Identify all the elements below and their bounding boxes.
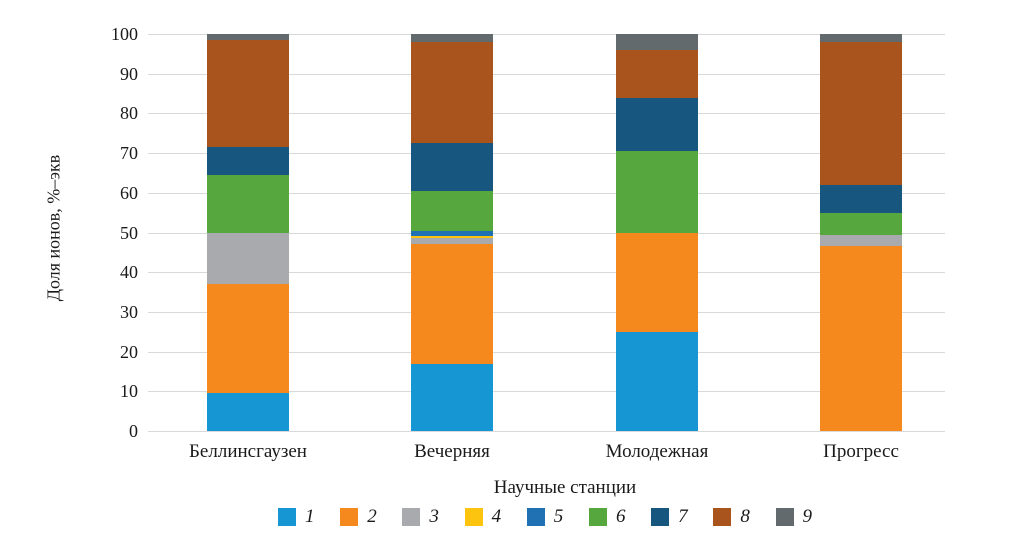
legend-label-6: 6 [615,506,626,527]
bars-layer [148,34,945,431]
y-tick-label-20: 20 [120,341,138,362]
bar-segment-series-7 [616,97,698,152]
bar-segment-series-2 [820,246,902,431]
legend-swatch-8 [713,508,732,526]
bar-segment-series-6 [616,151,698,233]
x-axis-title: Научные станции [493,477,637,498]
legend-item-4: 4 [464,506,502,528]
y-tick-label-100: 100 [111,24,138,44]
bar-Молодежная [616,34,698,431]
bar-segment-series-7 [207,147,289,175]
y-tick-label-0: 0 [129,421,138,441]
legend-label-8: 8 [740,506,750,527]
gridline-10 [148,391,945,393]
y-axis-tick-labels: 0 10 20 30 40 50 60 70 80 90 100 [0,25,138,440]
y-tick-label-90: 90 [120,63,138,84]
legend-swatch-2 [340,508,359,526]
x-category-label-Беллинсгаузен: Беллинсгаузен [189,441,307,462]
bar-segment-series-9 [411,34,493,42]
legend-label-9: 9 [802,506,813,527]
y-tick-label-60: 60 [120,182,138,203]
gridline-0 [148,431,945,432]
x-category-label-Прогресс: Прогресс [823,441,899,462]
bar-segment-series-1 [411,363,493,431]
bar-segment-series-8 [820,41,902,185]
bar-segment-series-6 [411,190,493,231]
y-tick-label-70: 70 [120,143,138,164]
legend-label-2: 2 [367,506,377,527]
bar-segment-series-7 [820,184,902,213]
bar-segment-series-3 [411,238,493,245]
bar-segment-series-5 [411,230,493,236]
legend-label-5: 5 [553,506,564,527]
legend-label-7: 7 [678,506,688,527]
bar-segment-series-6 [207,174,289,233]
legend: 1 2 3 4 5 6 7 8 9 [278,506,812,528]
legend-item-3: 3 [402,506,439,528]
bar-segment-series-9 [820,34,902,42]
bar-Беллинсгаузен [207,34,289,431]
bar-segment-series-8 [411,41,493,144]
legend-item-7: 7 [651,506,688,528]
y-tick-label-10: 10 [120,381,138,402]
y-tick-label-40: 40 [120,262,138,283]
gridline-30 [148,311,945,313]
legend-swatch-6 [588,508,607,526]
bar-segment-series-2 [616,232,698,332]
bar-Вечерняя [411,34,493,431]
bar-segment-series-3 [820,234,902,247]
y-tick-label-80: 80 [120,103,138,124]
legend-item-6: 6 [588,506,626,528]
y-tick-label-50: 50 [120,222,138,243]
bar-Прогресс [820,34,902,431]
legend-swatch-4 [464,508,483,526]
legend-item-1: 1 [278,506,315,528]
plot-area [148,34,945,432]
bar-segment-series-1 [207,393,289,431]
gridline-50 [148,232,945,234]
gridline-60 [148,192,945,194]
legend-item-9: 9 [775,506,813,528]
legend-swatch-7 [651,508,670,526]
legend-swatch-1 [278,508,296,526]
legend-item-2: 2 [340,506,377,528]
gridline-70 [148,153,945,155]
legend-swatch-5 [526,508,545,526]
legend-swatch-9 [775,508,794,526]
gridline-40 [148,272,945,274]
bar-segment-series-8 [207,39,289,148]
legend-item-8: 8 [713,506,750,528]
x-axis-category-labels: Беллинсгаузен Вечерняя Молодежная Прогресс [148,441,945,465]
x-category-label-Молодежная: Молодежная [605,441,709,462]
bar-segment-series-2 [207,284,289,394]
gridline-100 [148,34,945,35]
gridline-20 [148,351,945,353]
bar-segment-series-6 [820,212,902,235]
gridline-80 [148,113,945,115]
bar-segment-series-4 [411,235,493,239]
bar-segment-series-7 [411,143,493,191]
bar-segment-series-9 [207,34,289,40]
bar-segment-series-2 [411,244,493,364]
legend-label-1: 1 [305,506,315,527]
bar-segment-series-8 [616,49,698,98]
x-category-label-Вечерняя: Вечерняя [414,441,490,462]
legend-item-5: 5 [526,506,564,528]
legend-label-4: 4 [491,506,502,527]
bar-segment-series-3 [207,232,289,285]
gridline-90 [148,73,945,75]
bar-segment-series-1 [616,331,698,431]
legend-swatch-3 [402,508,421,526]
legend-label-3: 3 [429,506,439,527]
y-tick-label-30: 30 [120,301,138,322]
bar-segment-series-9 [616,34,698,50]
